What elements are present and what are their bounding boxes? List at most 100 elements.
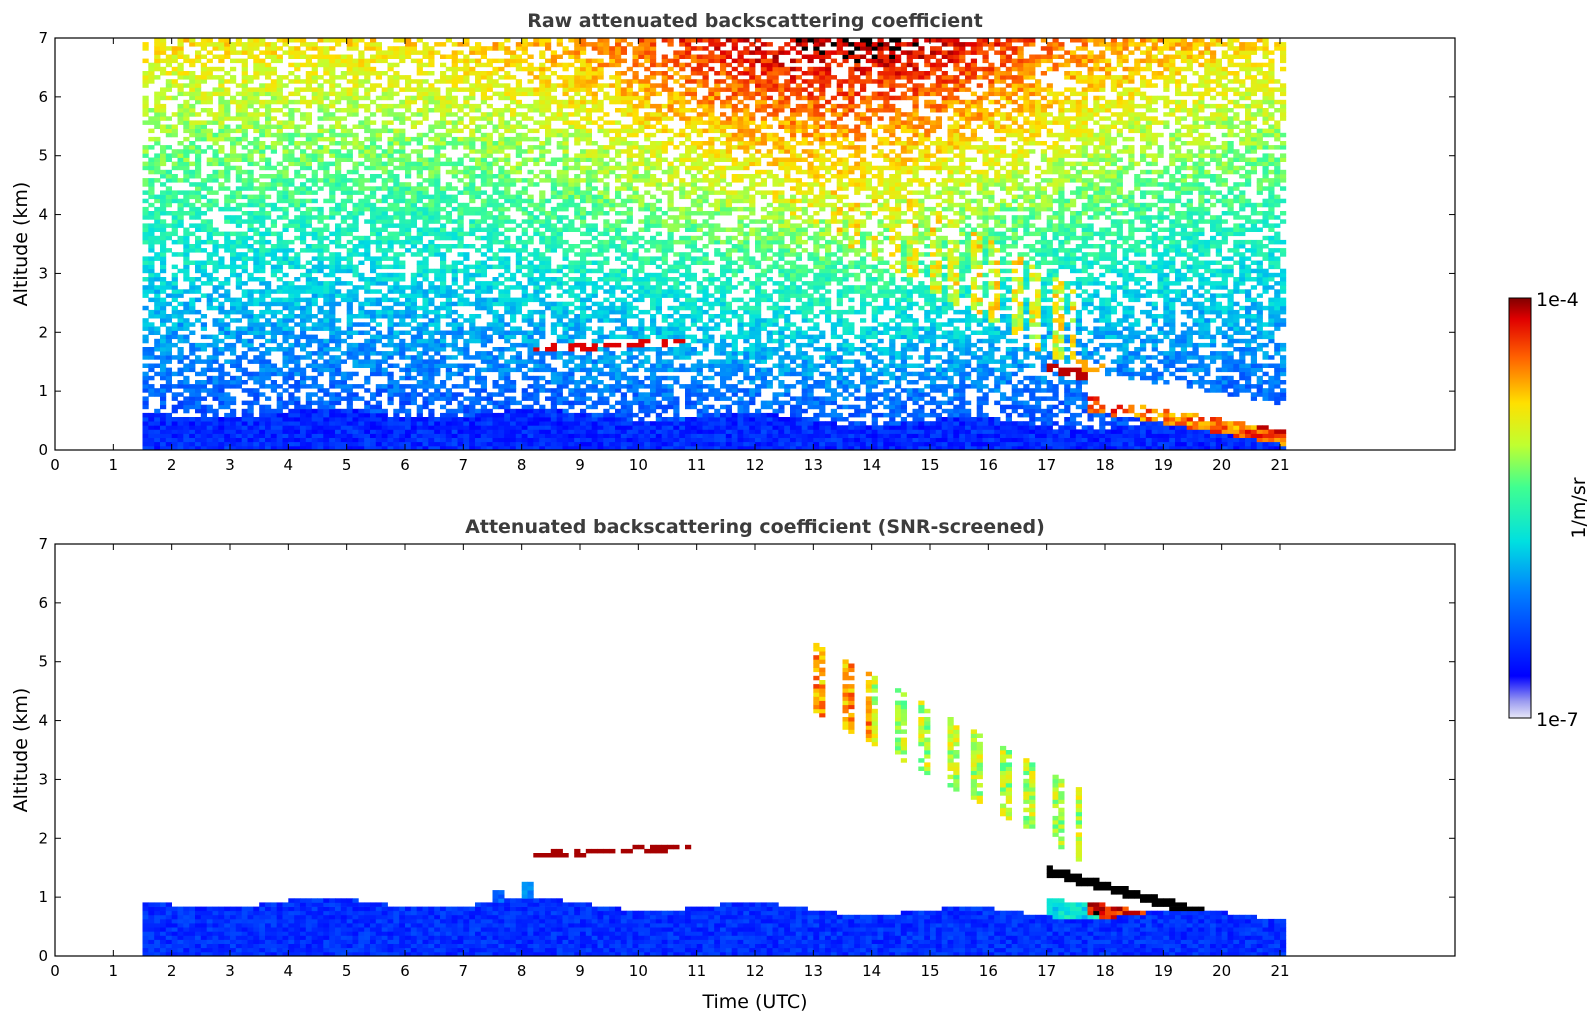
heatmap-cell <box>562 322 569 327</box>
heatmap-cell <box>288 289 295 294</box>
heatmap-cell <box>399 347 406 352</box>
heatmap-cell <box>451 112 458 117</box>
heatmap-cell <box>171 54 178 59</box>
heatmap-cell <box>253 116 260 121</box>
heatmap-cell <box>504 264 511 270</box>
heatmap-cell <box>521 231 528 237</box>
heatmap-cell <box>265 293 272 298</box>
heatmap-cell <box>171 285 178 290</box>
heatmap-cell <box>405 42 412 47</box>
heatmap-cell <box>177 301 184 307</box>
heatmap-cell <box>399 314 406 319</box>
heatmap-cell <box>148 351 155 356</box>
heatmap-cell <box>218 169 225 175</box>
heatmap-cell <box>434 437 441 443</box>
heatmap-cell <box>352 38 359 43</box>
heatmap-cell <box>492 363 499 368</box>
heatmap-cell <box>177 326 184 331</box>
heatmap-cell <box>206 297 213 303</box>
heatmap-cell <box>288 318 295 323</box>
heatmap-cell <box>218 128 225 134</box>
heatmap-cell <box>305 375 312 381</box>
heatmap-cell <box>562 272 569 278</box>
heatmap-cell <box>527 359 534 364</box>
heatmap-cell <box>212 433 219 438</box>
heatmap-cell <box>329 412 336 418</box>
heatmap-cell <box>300 437 307 443</box>
heatmap-cell <box>428 231 435 237</box>
heatmap-cell <box>317 235 324 241</box>
heatmap-cell <box>498 182 505 187</box>
heatmap-cell <box>323 417 330 422</box>
heatmap-cell <box>148 264 155 270</box>
heatmap-cell <box>305 309 312 315</box>
heatmap-cell <box>469 128 476 134</box>
heatmap-cell <box>364 380 371 385</box>
heatmap-cell <box>527 71 534 76</box>
heatmap-cell <box>457 301 464 307</box>
heatmap-cell <box>515 252 522 257</box>
heatmap-cell <box>440 62 447 68</box>
heatmap-cell <box>469 429 476 434</box>
heatmap-cell <box>562 371 569 377</box>
heatmap-cell <box>177 215 184 220</box>
heatmap-cell <box>329 83 336 88</box>
heatmap-cell <box>200 79 207 84</box>
heatmap-cell <box>317 351 324 356</box>
heatmap-cell <box>311 42 318 47</box>
heatmap-cell <box>276 190 283 195</box>
heatmap-cell <box>200 417 207 422</box>
heatmap-cell <box>375 433 382 438</box>
heatmap-cell <box>305 157 312 162</box>
heatmap-cell <box>235 202 242 208</box>
heatmap-cell <box>550 62 557 68</box>
heatmap-cell <box>346 305 353 311</box>
heatmap-cell <box>311 297 318 303</box>
heatmap-cell <box>533 396 540 401</box>
heatmap-cell <box>422 108 429 113</box>
heatmap-cell <box>399 417 406 422</box>
heatmap-cell <box>556 99 563 105</box>
heatmap-cell <box>521 46 528 51</box>
heatmap-cell <box>340 174 347 179</box>
heatmap-cell <box>165 429 172 434</box>
heatmap-cell <box>195 285 202 290</box>
heatmap-cell <box>457 268 464 274</box>
heatmap-cell <box>224 38 231 43</box>
heatmap-cell <box>422 215 429 220</box>
heatmap-cell <box>259 194 266 200</box>
heatmap-cell <box>241 408 248 414</box>
heatmap-cell <box>230 375 237 381</box>
heatmap-cell <box>247 153 254 158</box>
heatmap-cell <box>276 141 283 146</box>
heatmap-cell <box>230 301 237 307</box>
heatmap-cell <box>247 99 254 105</box>
heatmap-cell <box>235 194 242 200</box>
heatmap-cell <box>235 272 242 278</box>
heatmap-cell <box>486 264 493 270</box>
heatmap-cell <box>247 116 254 121</box>
heatmap-cell <box>352 66 359 72</box>
heatmap-cell <box>428 165 435 171</box>
heatmap-cell <box>492 297 499 303</box>
heatmap-cell <box>235 297 242 303</box>
heatmap-cell <box>177 202 184 208</box>
heatmap-cell <box>393 223 400 228</box>
heatmap-cell <box>195 87 202 92</box>
heatmap-cell <box>282 149 289 154</box>
heatmap-cell <box>288 400 295 406</box>
heatmap-cell <box>504 437 511 443</box>
heatmap-cell <box>445 161 452 167</box>
heatmap-cell <box>451 71 458 76</box>
heatmap-cell <box>480 198 487 204</box>
heatmap-cell <box>498 190 505 195</box>
heatmap-cell <box>440 289 447 294</box>
heatmap-cell <box>370 165 377 171</box>
heatmap-cell <box>556 215 563 220</box>
heatmap-cell <box>270 54 277 59</box>
heatmap-cell <box>416 264 423 270</box>
heatmap-cell <box>253 215 260 220</box>
heatmap-cell <box>346 62 353 68</box>
heatmap-cell <box>568 425 575 430</box>
heatmap-cell <box>282 437 289 443</box>
